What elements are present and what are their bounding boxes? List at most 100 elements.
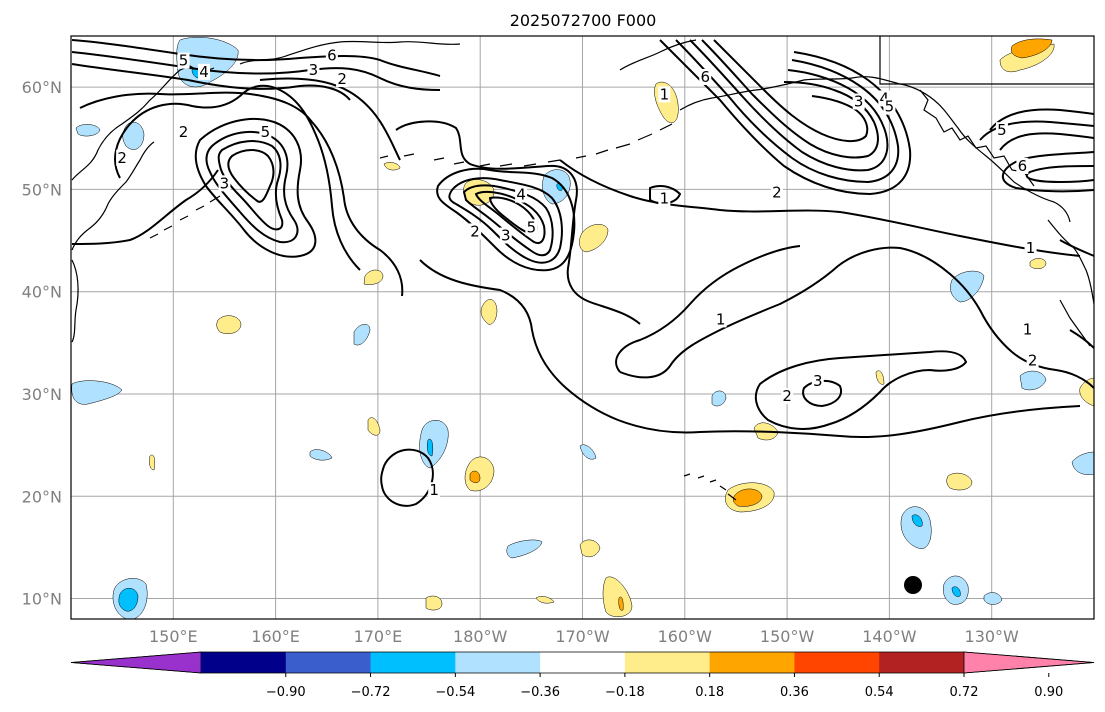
contour-label: 2 <box>470 222 480 240</box>
positive-anomaly <box>148 454 156 471</box>
colorbar-segment <box>794 652 880 673</box>
longitude-label: 170°E <box>354 627 403 646</box>
longitude-labels: 150°E 160°E 170°E 180°W 170°W 160°W 150°W 140°W… <box>149 627 1019 646</box>
negative-anomaly <box>983 592 1003 605</box>
colorbar-tick-label: 0.54 <box>865 685 894 700</box>
negative-anomaly <box>579 444 597 460</box>
contour-line <box>71 39 441 77</box>
colorbar-tick-label: −0.18 <box>605 685 645 700</box>
contour-line <box>675 39 900 184</box>
contour-line <box>217 140 284 231</box>
contour-label-bg <box>307 61 320 78</box>
contour-line <box>559 159 1081 257</box>
colorbar-segment <box>709 652 795 673</box>
contour-line <box>436 167 576 272</box>
canada-border <box>879 36 1094 85</box>
contour-line <box>194 117 317 258</box>
positive-anomaly <box>733 488 763 507</box>
positive-anomaly <box>425 595 443 611</box>
contour-line <box>395 120 641 325</box>
contour-label: 2 <box>772 184 782 202</box>
latitude-label: 10°N <box>22 590 62 609</box>
colorbar-outline <box>70 651 1095 674</box>
positive-anomaly <box>1011 38 1053 59</box>
colorbar-tick-label: −0.54 <box>435 685 475 700</box>
positive-anomaly <box>875 370 885 385</box>
positive-anomaly <box>1029 258 1047 269</box>
latitude-label: 40°N <box>22 283 62 302</box>
contour-label-bg <box>259 124 272 141</box>
colorbar-tick-label: −0.72 <box>351 685 391 700</box>
contour-label-bg <box>781 388 794 405</box>
negative-anomaly <box>951 586 961 597</box>
contour-label: 2 <box>782 387 792 405</box>
contour-label-bg <box>116 149 129 166</box>
contour-label-bg <box>325 47 338 64</box>
contour-label: 2 <box>117 149 127 167</box>
contour-label: 6 <box>327 47 337 65</box>
colorbar-tick-label: −0.90 <box>266 685 306 700</box>
contour-line <box>989 108 1094 131</box>
colorbar-tick-label: −0.36 <box>520 685 560 700</box>
coastlines <box>71 36 1094 501</box>
positive-anomaly <box>946 472 973 491</box>
contour-line <box>1069 329 1094 349</box>
colorbar-tick-labels: −0.90 −0.72 −0.54 −0.36 −0.18 0.18 0.36 0.54 0.7… <box>266 673 1063 700</box>
negative-anomaly <box>1071 451 1094 475</box>
negative-anomaly <box>900 506 932 549</box>
contour-label-bg <box>218 175 231 192</box>
longitude-label: 170°W <box>555 627 610 646</box>
contour-label-bg <box>658 190 671 207</box>
contour-label: 1 <box>1026 239 1036 257</box>
positive-anomaly <box>464 456 495 492</box>
contour-label: 1 <box>1023 321 1033 339</box>
contour-label: 1 <box>429 481 439 499</box>
negative-anomaly <box>711 390 727 407</box>
contour-line <box>462 184 554 257</box>
latitude-label: 20°N <box>22 487 62 506</box>
colorbar-segment <box>963 651 1095 674</box>
contour-line <box>979 120 1094 141</box>
contour-label-bg <box>852 93 865 110</box>
contour-label-bg <box>699 68 712 85</box>
positive-anomaly <box>618 596 624 611</box>
contour-label-bg <box>428 482 441 499</box>
longitude-label: 180°W <box>453 627 508 646</box>
hawaii-islands <box>683 473 737 501</box>
north-america-coast <box>1047 219 1094 305</box>
contour-label: 1 <box>716 310 726 328</box>
gridlines <box>71 36 1094 619</box>
contour-line <box>419 259 1081 439</box>
latitude-labels: 10°N 20°N 30°N 40°N 50°N 60°N <box>22 78 62 608</box>
contour-label-bg <box>995 122 1008 139</box>
contour-label: 4 <box>199 63 209 81</box>
longitude-label: 160°E <box>251 627 300 646</box>
japan-coast <box>71 259 79 343</box>
contour-label: 6 <box>1018 157 1028 175</box>
contour-label: 2 <box>337 70 347 88</box>
colorbar-segment <box>879 652 965 673</box>
contour-line <box>754 350 968 430</box>
contour-label: 1 <box>660 85 670 103</box>
contour-label: 3 <box>220 174 230 192</box>
colorbar-segment <box>455 652 541 673</box>
alaska-coast <box>619 39 1071 223</box>
positive-anomaly <box>579 224 609 253</box>
negative-anomaly <box>118 588 139 612</box>
positive-anomaly <box>579 539 601 558</box>
contour-label-bg <box>770 184 783 201</box>
contour-line <box>71 51 441 91</box>
contour-label-bg <box>1026 352 1039 369</box>
kuril-islands <box>149 195 221 239</box>
colorbar-tick-label: 0.18 <box>695 685 724 700</box>
contour-label-bg <box>525 219 538 236</box>
negative-anomaly <box>426 438 434 457</box>
height-contours <box>71 39 1094 507</box>
kamchatka-coast <box>71 141 155 251</box>
latitude-label: 60°N <box>22 78 62 97</box>
contour-line <box>448 177 563 264</box>
contour-label: 4 <box>880 89 890 107</box>
contour-line <box>999 132 1094 151</box>
